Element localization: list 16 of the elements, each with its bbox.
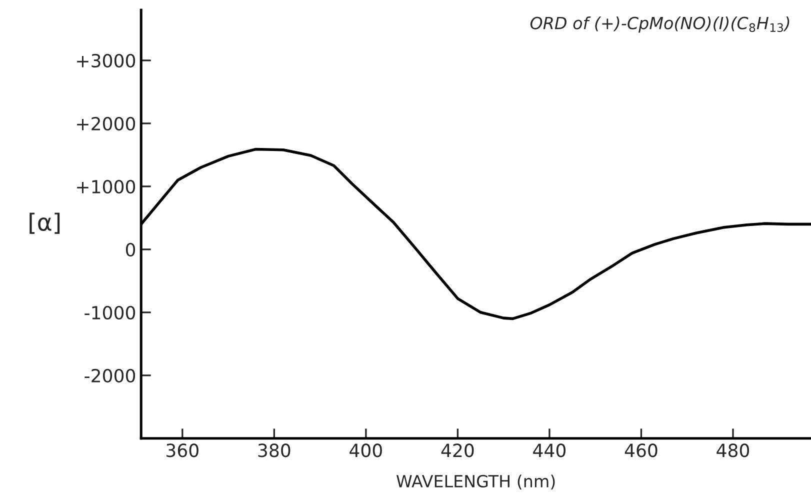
y-tick-label: -1000 [84,306,136,320]
y-tick-label: 0 [126,242,136,257]
chart-title: ORD of (+)-CpMo(NO)(I)(C$_{8}$H$_{13}$) [530,16,790,33]
x-tick-label: 420 [441,444,474,458]
x-axis-title: WAVELENGTH (nm) [396,474,555,490]
x-tick-label: 440 [533,444,566,458]
y-tick-label: +2000 [77,116,136,131]
x-tick-label: 380 [258,444,290,458]
x-tick-label: 400 [350,444,382,458]
x-tick-label: 480 [716,444,750,458]
y-tick-label: +1000 [77,180,136,194]
y-tick-label: -2000 [84,368,136,382]
y-tick-label: +3000 [77,54,136,68]
x-tick-label: 460 [624,444,658,458]
y-axis-title: [α] [30,212,60,234]
x-tick-label: 360 [166,444,198,458]
